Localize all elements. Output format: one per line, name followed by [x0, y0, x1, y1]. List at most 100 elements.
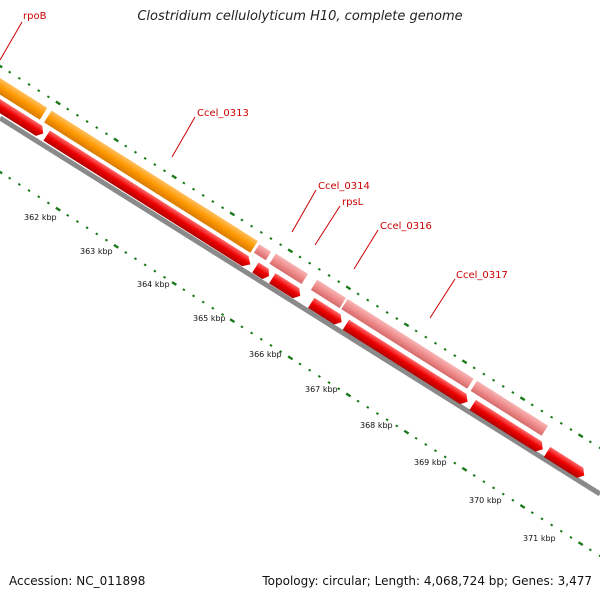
minor-tick	[124, 251, 128, 255]
minor-tick	[124, 144, 128, 148]
gene-red-4	[269, 273, 301, 299]
inner-tick-ring	[0, 170, 600, 558]
minor-tick	[501, 384, 505, 388]
minor-tick	[375, 412, 379, 416]
minor-tick	[182, 181, 186, 185]
gene-ccel-0316	[310, 279, 347, 309]
minor-tick	[395, 317, 399, 321]
minor-tick	[550, 523, 554, 527]
minor-tick	[259, 230, 263, 234]
minor-tick	[143, 156, 147, 160]
tick-label: 367 kbp	[305, 385, 338, 394]
minor-tick	[27, 82, 31, 86]
major-tick	[519, 504, 526, 509]
minor-tick	[511, 391, 515, 395]
minor-tick	[598, 554, 600, 558]
tick-labels: 362 kbp 363 kbp 364 kbp 365 kbp 366 kbp …	[24, 213, 556, 543]
minor-tick	[153, 269, 157, 273]
tick-label: 364 kbp	[137, 280, 170, 289]
gene-red-7	[469, 399, 543, 452]
gene-red-1	[0, 93, 44, 136]
major-tick	[229, 211, 236, 217]
map-title: Clostridium cellulolyticum H10, complete…	[137, 9, 463, 24]
minor-tick	[46, 201, 50, 205]
minor-tick	[598, 446, 600, 450]
tick-label: 366 kbp	[249, 350, 282, 359]
major-tick	[55, 206, 61, 212]
tick-label: 363 kbp	[80, 247, 113, 256]
major-tick	[403, 429, 410, 435]
genome-backbone	[0, 115, 600, 497]
gene-rpsl	[269, 253, 308, 285]
major-tick	[519, 396, 526, 402]
minor-tick	[240, 325, 244, 329]
major-tick	[229, 318, 236, 324]
minor-tick	[37, 89, 41, 93]
minor-tick	[569, 535, 573, 539]
minor-tick	[95, 232, 99, 236]
minor-tick	[211, 306, 215, 310]
gene-label-ccel-0317: Ccel_0317	[456, 270, 508, 281]
minor-tick	[375, 304, 379, 308]
gene-red-5	[308, 297, 342, 325]
major-tick	[403, 322, 410, 328]
gene-label-ccel-0313: Ccel_0313	[197, 108, 249, 119]
minor-tick	[366, 405, 370, 409]
minor-tick	[298, 255, 302, 259]
minor-tick	[308, 261, 312, 265]
minor-tick	[269, 237, 273, 241]
minor-tick	[327, 273, 331, 277]
genome-summary-text: Topology: circular; Length: 4,068,724 bp…	[262, 574, 592, 588]
gene-label-ccel-0314: Ccel_0314	[318, 181, 370, 192]
minor-tick	[37, 195, 41, 199]
minor-tick	[453, 354, 457, 358]
major-tick	[171, 174, 178, 180]
inner-gene-track	[0, 93, 585, 478]
minor-tick	[259, 337, 263, 341]
minor-tick	[95, 126, 99, 130]
major-tick	[345, 392, 352, 398]
minor-tick	[491, 486, 496, 490]
minor-tick	[308, 368, 312, 372]
major-tick	[345, 285, 352, 291]
minor-tick	[491, 378, 496, 382]
minor-tick	[327, 381, 331, 385]
outer-tick-ring	[0, 64, 600, 450]
minor-tick	[133, 150, 138, 154]
minor-tick	[269, 343, 273, 347]
minor-tick	[482, 372, 486, 376]
minor-tick	[8, 176, 12, 180]
major-tick	[461, 359, 468, 365]
gene-red-8	[543, 446, 585, 478]
minor-tick	[550, 415, 554, 419]
minor-tick	[443, 347, 447, 351]
minor-tick	[46, 95, 50, 99]
gene-red-6	[342, 319, 468, 405]
gene-red-2	[43, 130, 251, 267]
major-tick	[0, 170, 3, 175]
minor-tick	[317, 267, 321, 271]
minor-tick	[250, 331, 254, 335]
minor-tick	[162, 169, 167, 173]
minor-tick	[201, 300, 205, 304]
minor-tick	[530, 511, 534, 515]
major-tick	[577, 433, 584, 439]
tick-label: 370 kbp	[469, 496, 502, 505]
major-tick	[113, 243, 119, 249]
minor-tick	[559, 529, 563, 533]
gene-ccel-0313	[44, 110, 258, 253]
major-tick	[113, 137, 119, 143]
gene-red-3	[252, 262, 269, 280]
minor-tick	[66, 107, 70, 111]
major-tick	[287, 248, 294, 254]
minor-tick	[337, 387, 341, 391]
gene-pink-a	[470, 380, 549, 436]
minor-tick	[356, 399, 360, 403]
minor-tick	[250, 224, 254, 228]
minor-tick	[588, 548, 592, 552]
major-tick	[55, 100, 61, 106]
minor-tick	[453, 461, 457, 465]
minor-tick	[17, 182, 21, 186]
minor-tick	[559, 421, 563, 425]
minor-tick	[85, 119, 89, 123]
